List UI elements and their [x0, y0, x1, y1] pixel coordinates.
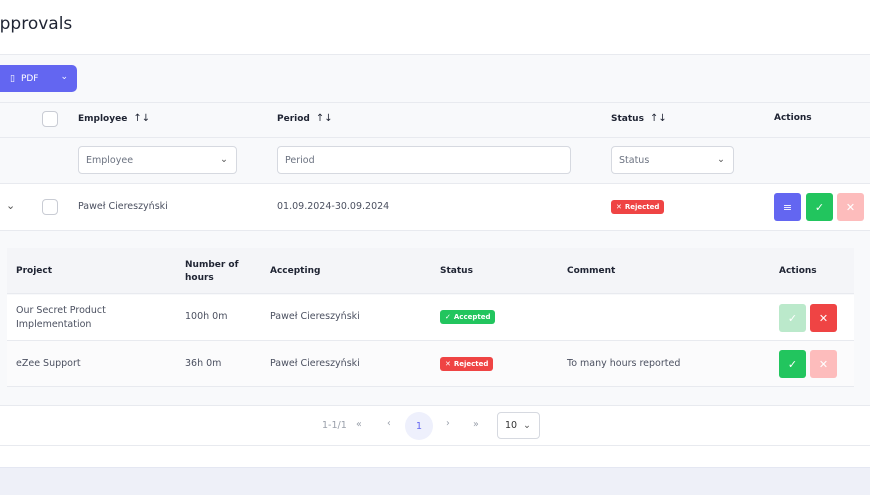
- check-icon: ✓: [814, 200, 825, 214]
- chevron-down-icon: ⌄: [717, 154, 725, 165]
- x-icon: ✕: [818, 357, 829, 371]
- sub-header-hours: Number of hours: [185, 260, 239, 283]
- subtable-row: [7, 295, 854, 341]
- menu-icon: ≡: [782, 200, 793, 214]
- x-icon: ✕: [445, 360, 451, 368]
- comment-cell: To many hours reported: [567, 358, 681, 369]
- prev-page-button[interactable]: ‹: [387, 418, 391, 429]
- header-period[interactable]: Period ↑↓: [277, 113, 333, 124]
- status-badge: ✕ Rejected: [440, 357, 494, 371]
- reject-button[interactable]: ✕: [837, 193, 864, 221]
- employee-filter-select[interactable]: Employee ⌄: [78, 146, 237, 174]
- expand-row-chevron-icon[interactable]: ⌄: [6, 199, 16, 212]
- status-filter-select[interactable]: Status ⌄: [611, 146, 734, 174]
- approve-button[interactable]: ✓: [779, 350, 806, 378]
- sort-icon[interactable]: ↑↓: [649, 113, 667, 124]
- sub-header-comment: Comment: [567, 266, 616, 276]
- employee-cell: Paweł Ciereszyński: [78, 201, 168, 212]
- hours-cell: 36h 0m: [185, 358, 222, 369]
- sort-icon[interactable]: ↑↓: [133, 113, 151, 124]
- next-page-button[interactable]: ›: [446, 418, 450, 429]
- export-pdf-button[interactable]: ▯ PDF ⌄: [0, 65, 77, 92]
- header-status[interactable]: Status ↑↓: [611, 113, 667, 124]
- sub-header-accepting: Accepting: [270, 266, 321, 276]
- check-icon: ✓: [787, 311, 798, 325]
- reject-button[interactable]: ✕: [810, 350, 837, 378]
- chevron-down-icon: ⌄: [523, 420, 531, 431]
- first-page-button[interactable]: «: [356, 419, 362, 430]
- check-icon: ✓: [787, 357, 798, 371]
- sub-header-status: Status: [440, 266, 473, 276]
- page-title: Approvals: [0, 14, 73, 34]
- header-employee[interactable]: Employee ↑↓: [78, 113, 151, 124]
- x-icon: ✕: [818, 311, 829, 325]
- project-cell: eZee Support: [16, 358, 81, 369]
- pagination-range: 1-1/1: [322, 420, 347, 431]
- sub-header-project: Project: [16, 266, 53, 276]
- last-page-button[interactable]: »: [473, 419, 479, 430]
- row-checkbox[interactable]: [42, 199, 58, 215]
- accepting-cell: Paweł Ciereszyński: [270, 358, 360, 369]
- status-badge: ✓ Accepted: [440, 310, 496, 324]
- period-filter-input[interactable]: Period: [277, 146, 571, 174]
- page-size-select[interactable]: 10 ⌄: [497, 412, 540, 439]
- hours-cell: 100h 0m: [185, 311, 228, 322]
- check-icon: ✓: [445, 313, 451, 321]
- status-badge: ✕ Rejected: [611, 200, 665, 214]
- page-footer-background: [0, 467, 870, 495]
- export-label: PDF: [20, 73, 39, 84]
- sub-header-actions: Actions: [779, 266, 817, 276]
- x-icon: ✕: [616, 203, 622, 211]
- chevron-down-icon[interactable]: ⌄: [60, 72, 68, 82]
- header-actions: Actions: [774, 113, 812, 123]
- subtable-header: [7, 248, 854, 294]
- approve-button[interactable]: ✓: [779, 304, 806, 332]
- accepting-cell: Paweł Ciereszyński: [270, 311, 360, 322]
- toolbar: [0, 55, 870, 102]
- period-cell: 01.09.2024-30.09.2024: [277, 201, 390, 212]
- subtable-row: [7, 341, 854, 387]
- sort-icon[interactable]: ↑↓: [315, 113, 333, 124]
- approve-button[interactable]: ✓: [806, 193, 833, 221]
- x-icon: ✕: [845, 200, 856, 214]
- chevron-down-icon: ⌄: [220, 154, 228, 165]
- select-all-checkbox[interactable]: [42, 111, 58, 127]
- project-cell: Our Secret Product Implementation: [16, 305, 106, 330]
- page-1-button[interactable]: 1: [405, 412, 433, 440]
- details-button[interactable]: ≡: [774, 193, 801, 221]
- file-pdf-icon: ▯: [10, 73, 15, 84]
- reject-button[interactable]: ✕: [810, 304, 837, 332]
